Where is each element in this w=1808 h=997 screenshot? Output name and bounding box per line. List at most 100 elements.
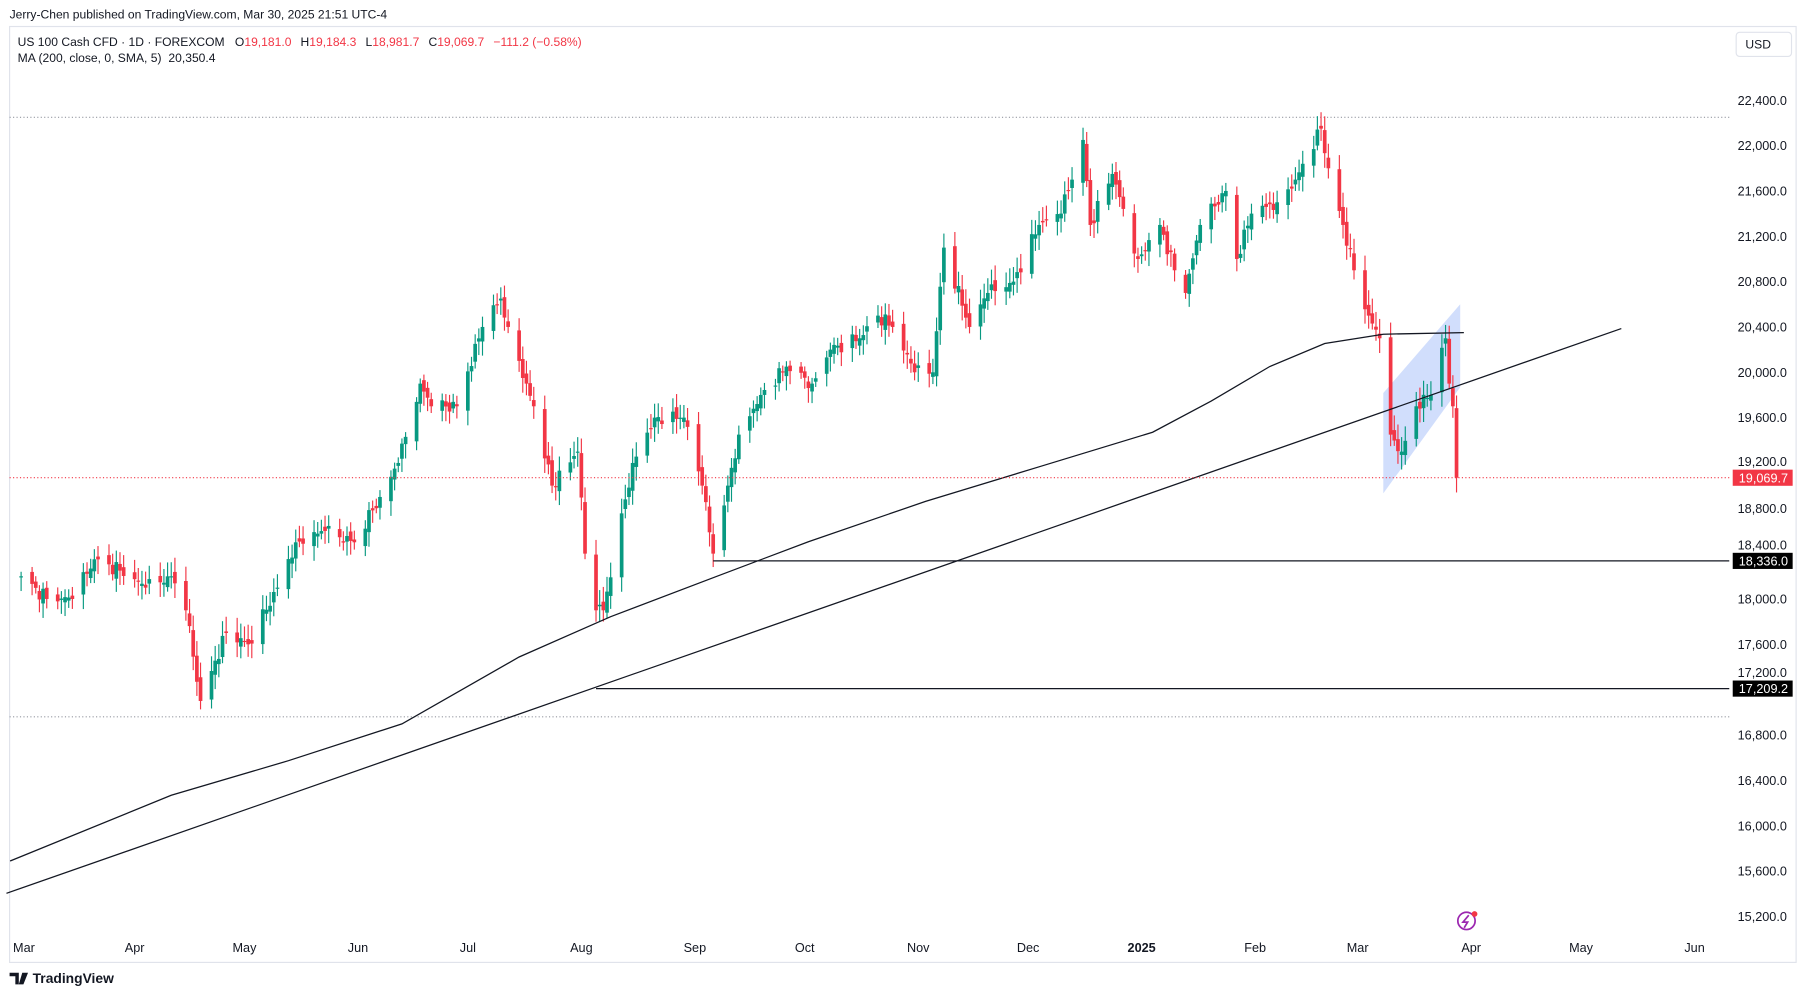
- candle-body: [1421, 394, 1426, 409]
- candle-body: [1110, 173, 1115, 188]
- candle-body: [583, 502, 587, 554]
- candle-body: [1377, 333, 1382, 339]
- candle-body: [1234, 194, 1239, 259]
- candle: [1454, 395, 1459, 493]
- candle-body: [1319, 125, 1323, 129]
- candle: [985, 278, 990, 310]
- candle-body: [777, 368, 781, 384]
- candle: [348, 522, 353, 555]
- candle: [495, 293, 499, 315]
- candle-body: [579, 453, 584, 498]
- candle: [1414, 391, 1419, 447]
- candle: [1213, 196, 1217, 221]
- candle-body: [682, 417, 686, 422]
- candle-body: [1169, 250, 1173, 253]
- candle: [1088, 168, 1093, 236]
- candle-body: [1451, 388, 1455, 407]
- candle-body: [799, 366, 803, 373]
- candle-body: [557, 470, 562, 492]
- currency-button[interactable]: USD: [1735, 31, 1793, 58]
- candle: [414, 397, 419, 451]
- candle-body: [1187, 273, 1192, 294]
- candle-body: [367, 510, 371, 533]
- candle: [165, 562, 170, 592]
- candle-body: [674, 407, 679, 419]
- candle-body: [396, 462, 401, 466]
- candle: [92, 549, 97, 584]
- candle: [601, 586, 606, 622]
- time-axis[interactable]: Mar Apr May Jun Jul Aug Sep Oct Nov Dec 2025 Feb Mar…: [13, 941, 1705, 955]
- candle: [1117, 170, 1122, 207]
- candle: [286, 545, 291, 599]
- candle-body: [630, 462, 635, 491]
- candle: [531, 386, 536, 419]
- candle: [729, 458, 734, 502]
- candle: [579, 438, 584, 511]
- candle-body: [422, 380, 426, 392]
- candle: [645, 418, 650, 463]
- candle-body: [964, 303, 968, 318]
- candle-body: [1289, 186, 1294, 189]
- tradingview-logo[interactable]: TradingView: [9, 970, 114, 986]
- candle: [1392, 415, 1397, 446]
- candle: [370, 500, 375, 523]
- candle-body: [297, 538, 302, 542]
- time-tick-label: Dec: [1017, 941, 1040, 955]
- candle-body: [121, 567, 126, 576]
- candle-body: [927, 363, 932, 374]
- candle: [1275, 190, 1279, 223]
- candle-body: [704, 486, 708, 503]
- candle: [1187, 268, 1192, 307]
- candle: [506, 309, 510, 334]
- candle-body: [1414, 406, 1419, 439]
- candle: [1194, 234, 1199, 265]
- candle-body: [678, 417, 683, 419]
- candle: [1370, 298, 1375, 330]
- candle: [857, 328, 862, 356]
- candle-body: [879, 317, 884, 326]
- candle-body: [1029, 234, 1034, 274]
- candle-body: [967, 313, 972, 327]
- candle-body: [143, 584, 148, 588]
- candle: [736, 425, 741, 464]
- candle-body: [1081, 139, 1085, 183]
- candle: [1440, 334, 1444, 407]
- candle: [1070, 167, 1074, 203]
- candle: [1341, 192, 1345, 239]
- candle-body: [1366, 304, 1371, 316]
- ma-200-line: [9, 331, 1464, 862]
- candle: [1300, 150, 1305, 192]
- price-axis[interactable]: 22,400.0 22,000.0 21,600.0 21,200.0 20,800.0…: [1732, 94, 1793, 924]
- candle: [315, 522, 320, 548]
- candle-body: [905, 352, 910, 355]
- candle: [1059, 200, 1063, 233]
- candle-body: [1220, 193, 1225, 203]
- candle: [572, 441, 576, 469]
- candle-body: [942, 247, 946, 283]
- candle: [1209, 197, 1214, 244]
- candle: [704, 474, 708, 511]
- candle-body: [418, 383, 423, 404]
- candle: [909, 346, 913, 373]
- svg-text:USD: USD: [1745, 37, 1771, 51]
- candle-body: [517, 330, 521, 361]
- candle-body: [1011, 281, 1016, 285]
- alert-icon[interactable]: [1456, 911, 1478, 931]
- candle-body: [326, 525, 331, 529]
- candle: [832, 337, 836, 364]
- candle-body: [1018, 268, 1023, 273]
- candle-body: [1388, 337, 1393, 435]
- candle: [575, 437, 580, 467]
- candle: [1271, 192, 1276, 219]
- candle-body: [169, 576, 174, 578]
- level-price-label: 18,336.0: [1739, 554, 1788, 568]
- candle-body: [455, 404, 459, 407]
- candle: [824, 350, 829, 387]
- time-tick-label: May: [233, 941, 258, 955]
- candle-body: [912, 363, 917, 373]
- candle: [352, 530, 357, 550]
- candle-body: [953, 246, 957, 289]
- candle: [542, 395, 547, 473]
- candle: [813, 372, 818, 387]
